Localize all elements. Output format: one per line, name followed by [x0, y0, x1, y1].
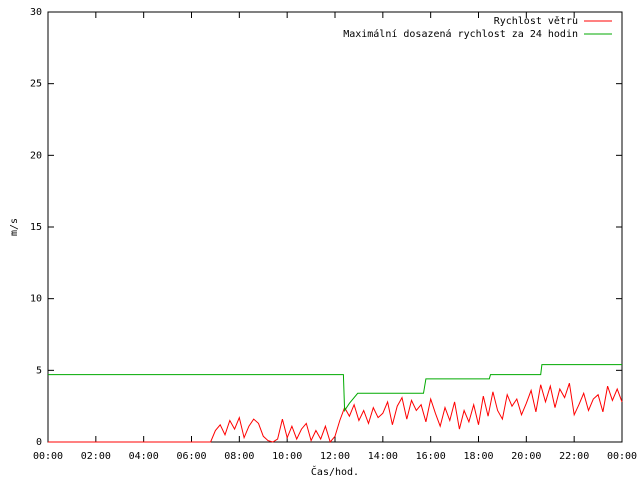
x-axis-label: Čas/hod.	[311, 465, 359, 478]
y-tick-label: 15	[30, 222, 42, 233]
series-line	[48, 364, 622, 413]
x-tick-label: 20:00	[511, 451, 541, 462]
x-tick-label: 08:00	[224, 451, 254, 462]
x-tick-label: 04:00	[129, 451, 159, 462]
x-tick-label: 00:00	[607, 451, 637, 462]
x-tick-label: 22:00	[559, 451, 589, 462]
y-tick-label: 0	[36, 437, 42, 448]
y-tick-label: 20	[30, 150, 42, 161]
plot-frame	[47, 11, 623, 443]
x-tick-label: 00:00	[33, 451, 63, 462]
x-tick-label: 12:00	[320, 451, 350, 462]
x-tick-label: 02:00	[81, 451, 111, 462]
y-tick-label: 5	[36, 365, 42, 376]
y-tick-label: 10	[30, 294, 42, 305]
series-line	[48, 383, 623, 444]
y-axis-label: m/s	[9, 218, 20, 236]
x-tick-label: 14:00	[368, 451, 398, 462]
y-tick-label: 25	[30, 79, 42, 90]
legend-label: Maximální dosazená rychlost za 24 hodin	[343, 28, 578, 40]
x-tick-label: 16:00	[416, 451, 446, 462]
legend-label: Rychlost větru	[494, 15, 578, 27]
x-tick-label: 10:00	[272, 451, 302, 462]
y-tick-label: 30	[30, 7, 42, 18]
x-tick-label: 18:00	[463, 451, 493, 462]
x-tick-label: 06:00	[176, 451, 206, 462]
